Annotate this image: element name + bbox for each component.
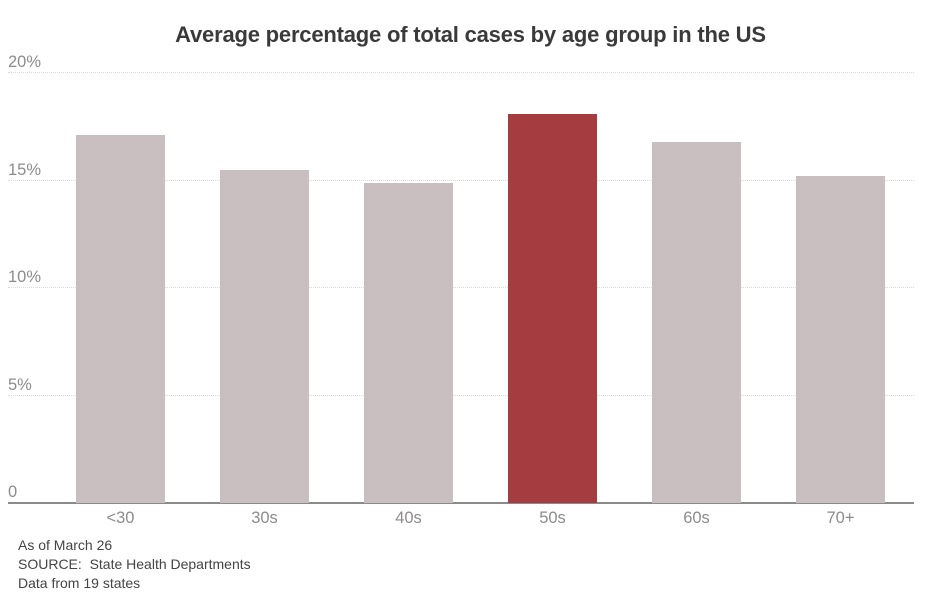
x-axis-line	[8, 502, 914, 504]
chart-title: Average percentage of total cases by age…	[175, 22, 766, 47]
y-axis-tick-label: 15%	[8, 160, 42, 179]
chart-footer: As of March 26 SOURCE: State Health Depa…	[18, 536, 251, 593]
y-axis-tick-label: 0	[8, 483, 18, 501]
footer-as-of: As of March 26	[18, 537, 113, 553]
y-axis-tick-label: 10%	[8, 268, 42, 286]
bar	[220, 169, 309, 503]
gridline	[8, 394, 914, 396]
y-axis-tick-label: 20%	[8, 53, 42, 71]
footer-data-note: Data from 19 states	[18, 575, 141, 591]
y-axis-tick-label: 5%	[8, 375, 32, 394]
bar	[76, 135, 165, 503]
x-axis-tick-label: 30s	[251, 509, 278, 527]
x-axis-tick-label: 60s	[683, 509, 710, 527]
x-axis-tick-label: 50s	[539, 509, 566, 527]
x-axis-tick-label: <30	[106, 509, 135, 527]
footer-source: SOURCE: State Health Departments	[18, 556, 251, 572]
bar	[652, 141, 741, 503]
gridline	[8, 179, 914, 181]
gridline	[8, 72, 914, 73]
x-axis-tick-label: 40s	[395, 509, 422, 527]
bar	[364, 182, 453, 503]
x-axis-tick-label: 70+	[826, 509, 855, 527]
bar	[796, 176, 885, 503]
gridline	[8, 287, 914, 288]
bar	[508, 113, 597, 503]
